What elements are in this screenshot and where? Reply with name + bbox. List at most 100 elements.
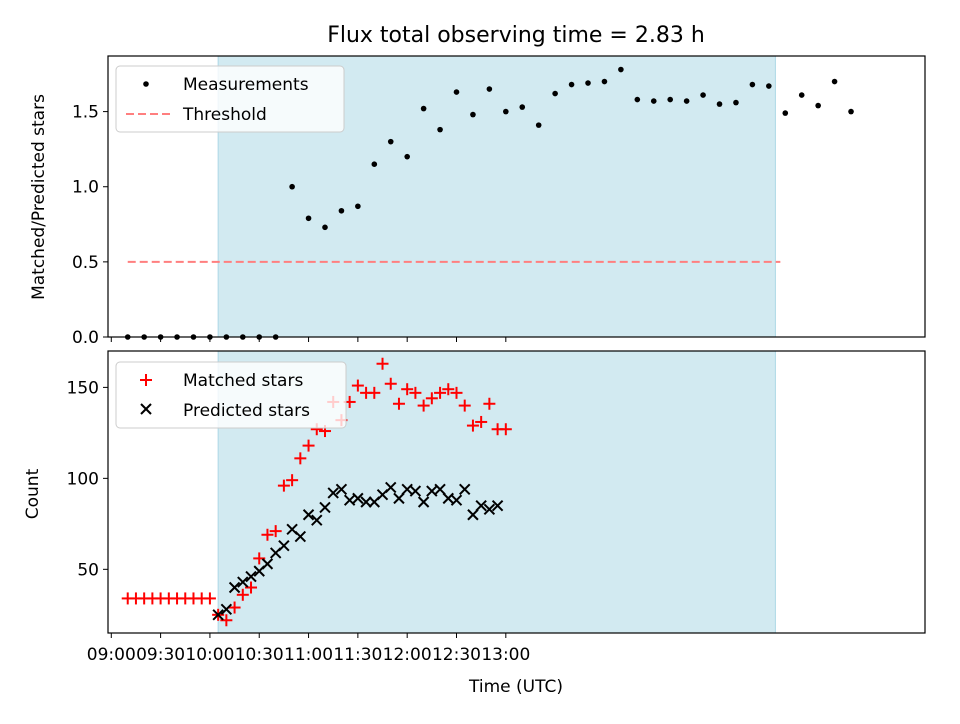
- predicted-point-b: [450, 494, 463, 506]
- predicted-point: [352, 492, 364, 505]
- predicted-point: [237, 576, 249, 588]
- measurement-point: [535, 122, 542, 128]
- measurement-point: [848, 108, 854, 115]
- measurement-point: [815, 102, 821, 109]
- measurement-point: [453, 89, 460, 95]
- measurement-point: [831, 78, 838, 85]
- matched-point: [409, 386, 422, 399]
- matched-point: [351, 379, 364, 392]
- predicted-point-b: [352, 492, 364, 505]
- legend-dot-icon: [143, 81, 149, 87]
- predicted-point: [450, 494, 463, 506]
- matched-point: [401, 383, 414, 396]
- measurement-point: [585, 80, 591, 86]
- matched-point: [277, 479, 290, 492]
- predicted-point-b: [245, 570, 257, 583]
- x-tick-label: 09:30: [136, 645, 185, 665]
- predicted-point-b: [459, 483, 471, 495]
- x-axis-label: Time (UTC): [468, 677, 563, 697]
- predicted-point: [393, 492, 405, 505]
- predicted-point: [335, 483, 348, 495]
- x-tick-label: 10:00: [185, 645, 234, 665]
- matched-point: [203, 592, 216, 605]
- measurement-point: [667, 96, 674, 103]
- predicted-point: [261, 558, 274, 570]
- measurement-point: [470, 111, 476, 118]
- predicted-point: [302, 509, 315, 521]
- predicted-point: [442, 492, 454, 505]
- chart-title: Flux total observing time = 2.83 h: [327, 23, 705, 48]
- measurement-point: [486, 86, 493, 92]
- measurement-point: [733, 99, 739, 106]
- measurement-point: [503, 108, 509, 115]
- measurement-point: [766, 83, 772, 89]
- predicted-point: [483, 503, 496, 515]
- predicted-point-b: [261, 558, 274, 570]
- predicted-point: [426, 485, 438, 497]
- measurement-point: [552, 90, 558, 97]
- measurement-point: [634, 96, 641, 103]
- matched-point: [269, 525, 282, 538]
- axes-frame: [107, 55, 926, 338]
- measurement-point: [798, 92, 805, 98]
- predicted-point: [409, 485, 422, 497]
- legend-plus-icon: [140, 374, 152, 386]
- predicted-point-b: [220, 603, 233, 616]
- predicted-point: [327, 487, 339, 499]
- y-tick-label: 100: [67, 469, 99, 489]
- legend-x-icon: [140, 403, 152, 415]
- matched-point: [384, 377, 397, 390]
- matched-point: [475, 415, 488, 428]
- predicted-point-b: [401, 483, 413, 495]
- matched-point: [450, 386, 463, 399]
- predicted-point: [385, 481, 397, 494]
- x-tick-label: 11:00: [284, 645, 333, 665]
- axes-frame: [107, 350, 926, 634]
- y-tick-label: 50: [77, 560, 99, 580]
- y-tick-label: 0.5: [72, 253, 99, 273]
- measurement-point: [601, 78, 608, 85]
- predicted-point-b: [434, 483, 446, 495]
- predicted-point: [294, 530, 307, 543]
- predicted-point-b: [393, 492, 405, 505]
- predicted-point: [417, 496, 430, 508]
- predicted-point: [311, 514, 323, 526]
- predicted-point: [278, 539, 290, 552]
- predicted-point-b: [483, 503, 496, 515]
- measurement-point: [437, 126, 443, 133]
- measurement-point: [749, 81, 756, 88]
- predicted-point: [212, 609, 224, 621]
- x-tick-label: 12:00: [383, 645, 432, 665]
- predicted-point: [459, 483, 471, 495]
- measurement-point: [355, 203, 361, 210]
- measurement-point: [700, 92, 706, 98]
- measurement-point: [404, 153, 410, 160]
- predicted-point-b: [475, 499, 487, 512]
- predicted-point-b: [228, 581, 241, 594]
- predicted-point: [401, 483, 413, 495]
- predicted-point-b: [409, 485, 422, 497]
- predicted-point-b: [343, 494, 356, 506]
- matched-point: [466, 419, 479, 432]
- measurement-point: [716, 101, 723, 107]
- measurement-point: [519, 104, 526, 110]
- measurement-point: [322, 224, 328, 231]
- predicted-point: [475, 499, 487, 512]
- predicted-point: [467, 509, 479, 521]
- matched-point: [376, 357, 389, 370]
- predicted-point-b: [385, 481, 397, 494]
- predicted-point: [228, 581, 241, 594]
- measurement-point: [782, 110, 789, 116]
- predicted-point-b: [335, 483, 348, 495]
- matched-point: [261, 528, 274, 541]
- matched-point: [228, 601, 241, 614]
- legend-label-matched: Matched stars: [183, 371, 303, 391]
- predicted-point-b: [278, 539, 290, 552]
- legend-label-threshold: Threshold: [182, 105, 267, 125]
- matched-point: [442, 383, 455, 396]
- measurement-point: [618, 66, 624, 73]
- predicted-point: [491, 499, 504, 512]
- y-axis-label-top: Matched/Predicted stars: [29, 94, 49, 300]
- y-tick-label: 0.0: [72, 328, 99, 348]
- matched-point: [236, 588, 249, 601]
